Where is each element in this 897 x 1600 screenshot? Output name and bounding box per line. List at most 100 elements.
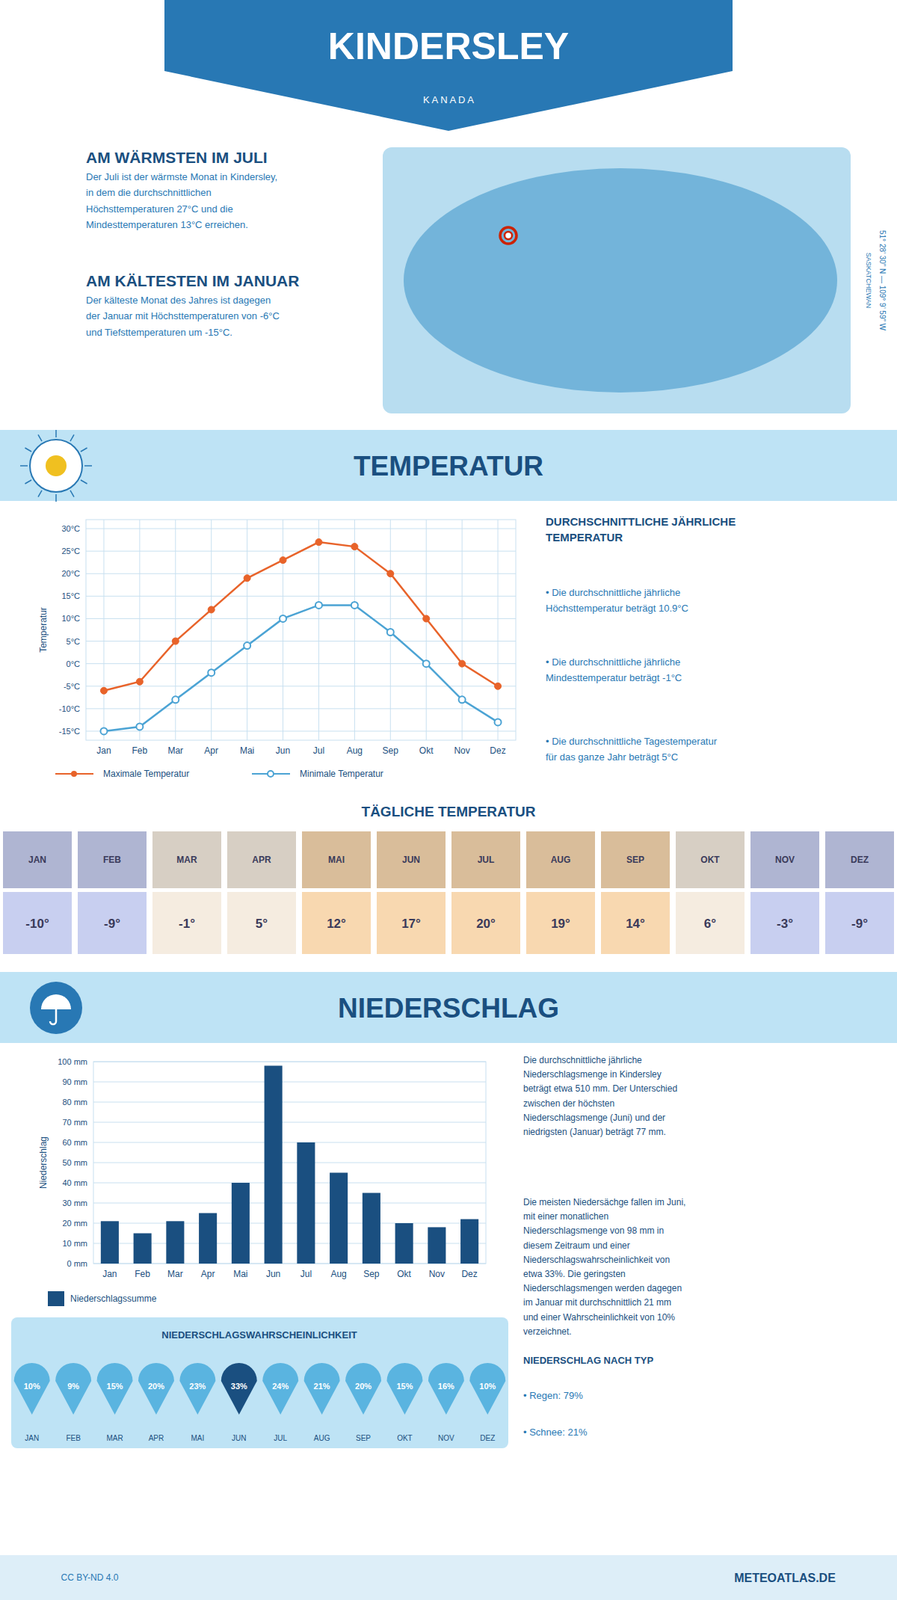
tile-header xyxy=(301,831,371,889)
info-title: AM WÄRMSTEN IM JULI xyxy=(85,148,268,166)
legend-item: Minimale Temperatur xyxy=(251,768,384,779)
y-tick-label: 70 mm xyxy=(62,1117,88,1127)
x-tick-label: Mar xyxy=(167,1268,184,1279)
point xyxy=(494,682,502,690)
sun-ray xyxy=(38,434,42,442)
bar xyxy=(362,1193,381,1265)
grid-line-y xyxy=(85,730,516,732)
panel-text: • Die durchschnittliche Tagestemperaturf… xyxy=(545,735,718,763)
tile-header-shade xyxy=(750,831,820,889)
sun-ray xyxy=(84,464,92,467)
footer-brand: METEOATLAS.DE xyxy=(734,1571,836,1584)
text-line: Höchsttemperatur beträgt 10.9°C xyxy=(545,602,689,614)
x-tick-label: Apr xyxy=(201,1268,216,1279)
region: SASKATCHEWAN xyxy=(864,252,873,309)
plot-frame xyxy=(93,1061,486,1264)
grid-line-y xyxy=(85,640,516,642)
panel-title: NIEDERSCHLAG NACH TYP xyxy=(523,1354,654,1366)
text-line: DURCHSCHNITTLICHE JÄHRLICHE xyxy=(545,515,736,528)
sun-icon xyxy=(29,439,83,492)
grid-line-x xyxy=(139,519,140,741)
tile-header xyxy=(2,831,72,889)
umbrella xyxy=(41,994,72,1010)
y-tick-label: 30 mm xyxy=(62,1198,88,1208)
page-title: KINDERSLEY xyxy=(328,25,569,68)
tile xyxy=(451,891,521,954)
point xyxy=(315,601,323,609)
y-tick-label: 20°C xyxy=(61,568,80,578)
grid-line-y xyxy=(93,1162,486,1164)
sun-ray xyxy=(70,434,75,442)
data-label: 20% xyxy=(355,1381,372,1391)
map-background xyxy=(382,147,851,414)
tile-header xyxy=(227,831,297,889)
y-tick-label: 90 mm xyxy=(62,1077,88,1087)
tile-label: MAI xyxy=(328,854,345,865)
panel-text: • Die durchschnittliche jährlicheMindest… xyxy=(545,656,682,684)
plot-frame xyxy=(85,519,516,741)
point xyxy=(458,660,466,667)
bar xyxy=(460,1219,479,1264)
rain-icon xyxy=(29,981,83,1034)
data-label: -10° xyxy=(25,916,50,931)
legend-item: Maximale Temperatur xyxy=(55,768,190,779)
tile-header-shade xyxy=(600,831,670,889)
data-label: 12° xyxy=(326,916,347,931)
text-line: Niederschlagsmenge in Kindersley xyxy=(523,1068,662,1080)
text-line: niedrigsten (Januar) beträgt 77 mm. xyxy=(523,1126,667,1137)
sun-core xyxy=(45,455,67,477)
data-label: 6° xyxy=(704,916,717,931)
legend-label: Maximale Temperatur xyxy=(103,768,190,779)
footer-license: CC BY-ND 4.0 xyxy=(61,1571,119,1583)
text-line: verzeichnet. xyxy=(523,1326,572,1337)
drop xyxy=(138,1362,175,1415)
bar xyxy=(198,1213,217,1265)
x-tick-label: Feb xyxy=(132,745,149,756)
y-tick-label: 10 mm xyxy=(62,1238,88,1248)
data-label: 9% xyxy=(67,1381,80,1391)
chart-title: TÄGLICHE TEMPERATUR xyxy=(361,803,536,820)
bar xyxy=(427,1226,446,1264)
x-tick-label: Dez xyxy=(489,745,506,756)
legend-marker xyxy=(267,770,274,777)
tile xyxy=(526,891,596,954)
legend-label: Minimale Temperatur xyxy=(299,768,384,779)
y-tick-label: -10°C xyxy=(59,704,80,714)
section-title: NIEDERSCHLAG xyxy=(337,992,560,1024)
point xyxy=(351,543,359,551)
data-label: -1° xyxy=(178,916,196,931)
sun-ray xyxy=(80,479,88,484)
grid-line-x xyxy=(103,519,104,741)
panel-title: DURCHSCHNITTLICHE JÄHRLICHETEMPERATUR xyxy=(545,515,736,544)
drop xyxy=(179,1362,216,1415)
panel-text: • Schnee: 21% xyxy=(523,1426,588,1438)
bar xyxy=(100,1220,119,1264)
point xyxy=(279,556,287,564)
data-label: 16% xyxy=(438,1381,455,1391)
text-line: Höchsttemperaturen 27°C und die xyxy=(85,203,234,215)
y-tick-label: -15°C xyxy=(59,726,80,736)
text-line: diesem Zeitraum und einer xyxy=(523,1240,631,1251)
data-label: 24% xyxy=(272,1381,289,1391)
grid-line-x xyxy=(497,519,499,741)
tile-header-shade xyxy=(152,831,222,889)
grid-line-x xyxy=(461,519,463,741)
grid-line-y xyxy=(93,1101,486,1103)
text-line: Mindesttemperatur beträgt -1°C xyxy=(545,672,682,684)
point xyxy=(423,615,430,622)
y-tick-label: 0°C xyxy=(66,659,81,669)
tile-label: JUN xyxy=(402,854,421,865)
data-label: -9° xyxy=(103,916,121,931)
data-label: 23% xyxy=(189,1381,206,1391)
text-line: Niederschlagsmengen werden dagegen xyxy=(523,1282,682,1294)
chart: 0 mm10 mm20 mm30 mm40 mm50 mm60 mm70 mm8… xyxy=(38,1056,486,1279)
tile-label: SEP xyxy=(626,854,645,865)
drop xyxy=(386,1362,423,1415)
series-line xyxy=(103,604,498,732)
point xyxy=(315,538,323,546)
tile-header-shade xyxy=(227,831,297,889)
bar xyxy=(133,1233,152,1265)
grid-line-x xyxy=(246,519,248,741)
text-line: • Die durchschnittliche jährliche xyxy=(545,586,681,598)
text-line: Niederschlagswahrscheinlichkeit von xyxy=(523,1254,670,1265)
